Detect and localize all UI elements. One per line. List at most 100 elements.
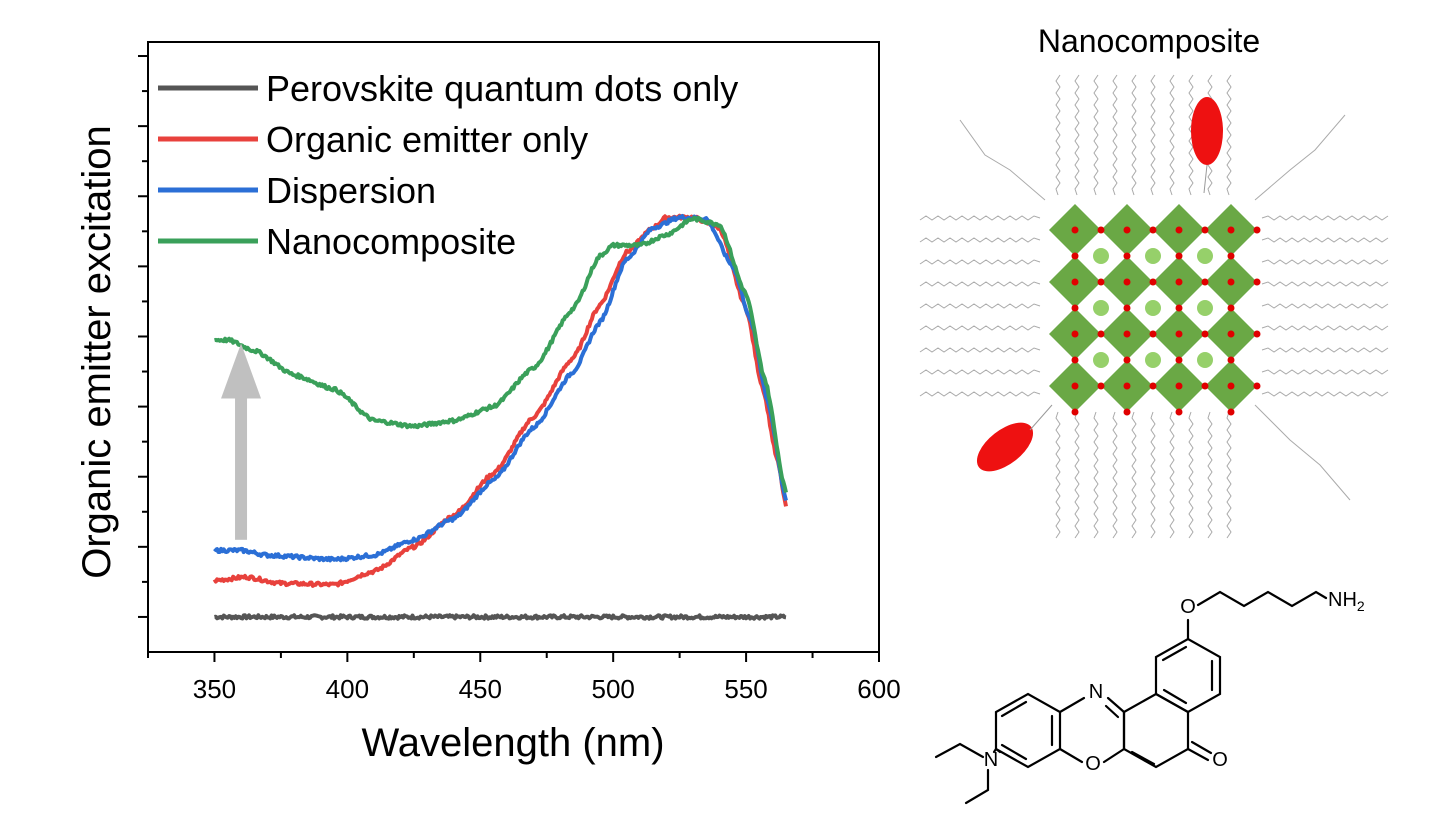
molecule-atom-labels: O NH2 N O O N	[984, 589, 1365, 775]
halide-ion	[1175, 356, 1183, 364]
ethyl-2	[964, 768, 990, 805]
halide-ion	[1123, 356, 1131, 364]
halide-ion	[1071, 408, 1079, 416]
halide-ion	[1227, 382, 1235, 390]
ligand-top	[1074, 74, 1080, 196]
a-site-cation	[1145, 300, 1161, 316]
ligand-corner	[1254, 114, 1346, 201]
organic-emitter-top	[1191, 97, 1223, 165]
ligand-right	[1261, 237, 1389, 243]
bond-c-o-left	[1058, 747, 1084, 764]
ligand-bottom	[1207, 411, 1213, 539]
halide-ion	[1201, 226, 1209, 234]
ligand-top	[1131, 74, 1137, 196]
bond-n-ring	[992, 747, 998, 754]
series-layer	[212, 213, 788, 621]
halide-ion	[1123, 330, 1131, 338]
a-site-cation	[1093, 300, 1109, 316]
halide-ion	[1201, 330, 1209, 338]
halide-ion	[1071, 278, 1079, 286]
halide-ion	[1175, 226, 1183, 234]
ligand-right	[1261, 391, 1389, 397]
halide-ion	[1253, 226, 1261, 234]
ring-top	[1154, 637, 1222, 714]
ring-left	[994, 692, 1062, 769]
halide-ion	[1175, 408, 1183, 416]
ligand-bottom	[1226, 411, 1232, 539]
ligand-right	[1261, 259, 1389, 265]
ligand-chains	[919, 74, 1389, 539]
ethyl-1	[934, 742, 985, 759]
x-tick-label: 350	[193, 674, 236, 704]
a-site-cation	[1145, 352, 1161, 368]
ligand-right	[1261, 325, 1389, 331]
ligand-left	[919, 237, 1041, 243]
excitation-chart: 350 400 450 500 550 600 Perovskite quantum do…	[75, 41, 901, 765]
emitter-tether-top	[1203, 164, 1208, 194]
bond-o-c-right	[1102, 747, 1126, 764]
halide-ion	[1227, 278, 1235, 286]
ligand-top	[1226, 74, 1232, 196]
ligand-left	[919, 391, 1041, 397]
atom-ether-o: O	[1180, 596, 1196, 618]
ligand-left	[919, 281, 1041, 287]
ligand-right	[1261, 347, 1389, 353]
atom-carbonyl-o: O	[1212, 749, 1228, 771]
ring-middle	[1122, 692, 1190, 769]
halide-ion	[1201, 278, 1209, 286]
halide-ion	[1227, 304, 1235, 312]
ligand-bottom	[1055, 411, 1061, 539]
halide-ion	[1123, 226, 1131, 234]
halide-ion	[1149, 382, 1157, 390]
halide-ion	[1097, 330, 1105, 338]
x-tick-label: 550	[724, 674, 767, 704]
ligand-right	[1261, 369, 1389, 375]
schematic-title: Nanocomposite	[1038, 23, 1260, 59]
arrow-head	[221, 343, 262, 399]
halide-ion	[1071, 382, 1079, 390]
plot-frame	[147, 41, 880, 653]
ring-top-double-1	[1161, 645, 1188, 662]
a-site-cation	[1197, 352, 1213, 368]
series-line-0	[213, 613, 787, 621]
ring-left-double-2	[1000, 743, 1028, 761]
bond-carbonyl	[1186, 747, 1210, 762]
x-tick-label: 500	[591, 674, 634, 704]
ligand-top	[1169, 74, 1175, 196]
legend-label: Organic emitter only	[266, 119, 588, 160]
ligand-top	[1093, 74, 1099, 196]
halide-ion	[1123, 304, 1131, 312]
halide-ion	[1227, 252, 1235, 260]
halide-ion	[1227, 408, 1235, 416]
nanocomposite-schematic: Nanocomposite	[919, 23, 1389, 539]
ligand-top	[1055, 74, 1061, 196]
bond-n-c-double	[1104, 704, 1120, 719]
halide-ion	[1123, 382, 1131, 390]
ligand-left	[919, 369, 1041, 375]
ligand-bottom	[1112, 411, 1118, 539]
halide-ion	[1175, 382, 1183, 390]
ring-top-double-3	[1162, 688, 1188, 705]
ligand-bottom	[1188, 411, 1194, 539]
ring-left-double-3	[1000, 700, 1028, 718]
x-axis-title: Wavelength (nm)	[361, 721, 664, 765]
organic-emitter-structure	[934, 590, 1328, 805]
legend-label: Dispersion	[266, 170, 436, 211]
halide-ion	[1097, 382, 1105, 390]
ligand-right	[1261, 215, 1389, 221]
ligand-left	[919, 325, 1041, 331]
butyl-chain	[1196, 590, 1328, 608]
atom-amine: NH2	[1328, 589, 1365, 614]
halide-ion	[1071, 356, 1079, 364]
ligand-bottom	[1074, 411, 1080, 539]
halide-ion	[1123, 408, 1131, 416]
halide-ion	[1123, 278, 1131, 286]
ligand-bottom	[1169, 411, 1175, 539]
arrow-shaft	[235, 398, 248, 540]
y-axis-title: Organic emitter excitation	[75, 125, 119, 579]
perovskite-lattice	[1049, 204, 1261, 416]
a-site-cation	[1145, 248, 1161, 264]
ligand-top	[1112, 74, 1118, 196]
ligand-left	[919, 215, 1041, 221]
